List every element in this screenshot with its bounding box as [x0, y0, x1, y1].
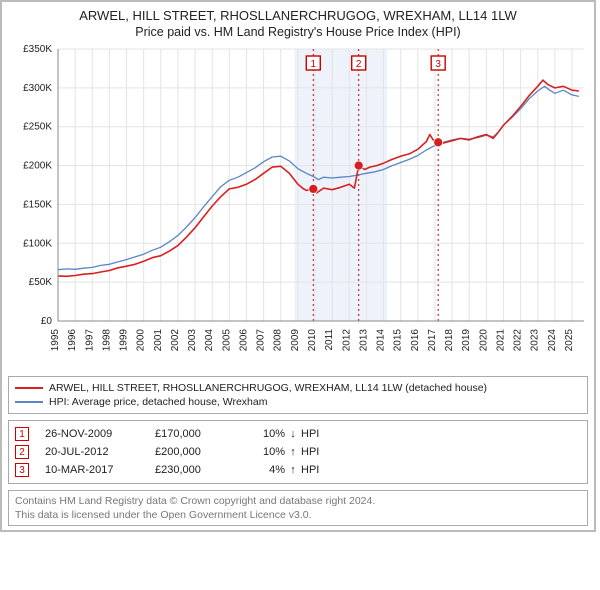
- svg-text:£300K: £300K: [23, 83, 52, 94]
- legend-item: HPI: Average price, detached house, Wrex…: [15, 395, 581, 409]
- svg-text:2004: 2004: [204, 329, 215, 352]
- transaction-pct: 4%: [245, 464, 285, 476]
- svg-text:2006: 2006: [238, 329, 249, 352]
- svg-text:2007: 2007: [256, 329, 267, 352]
- transaction-hpi-tag: HPI: [301, 428, 319, 440]
- svg-text:2: 2: [356, 59, 362, 70]
- svg-text:£350K: £350K: [23, 45, 52, 55]
- svg-text:£150K: £150K: [23, 199, 52, 210]
- svg-text:1997: 1997: [84, 329, 95, 352]
- transactions-box: 126-NOV-2009£170,00010%↓HPI220-JUL-2012£…: [8, 420, 588, 484]
- svg-text:2003: 2003: [187, 329, 198, 352]
- legend-label: HPI: Average price, detached house, Wrex…: [49, 396, 268, 408]
- svg-text:2016: 2016: [410, 329, 421, 352]
- legend-box: ARWEL, HILL STREET, RHOSLLANERCHRUGOG, W…: [8, 376, 588, 414]
- svg-text:2021: 2021: [495, 329, 506, 352]
- transaction-marker: 1: [15, 427, 29, 441]
- svg-text:£0: £0: [41, 316, 53, 327]
- svg-text:3: 3: [435, 59, 441, 70]
- legend-label: ARWEL, HILL STREET, RHOSLLANERCHRUGOG, W…: [49, 382, 487, 394]
- svg-text:£100K: £100K: [23, 238, 52, 249]
- transaction-price: £170,000: [155, 428, 245, 440]
- svg-text:2001: 2001: [153, 329, 164, 352]
- svg-text:2022: 2022: [513, 329, 524, 352]
- svg-text:£250K: £250K: [23, 122, 52, 133]
- transaction-date: 10-MAR-2017: [45, 464, 155, 476]
- svg-text:£50K: £50K: [29, 277, 53, 288]
- svg-text:2010: 2010: [307, 329, 318, 352]
- arrow-down-icon: ↓: [285, 428, 301, 440]
- arrow-up-icon: ↑: [285, 464, 301, 476]
- transaction-pct: 10%: [245, 446, 285, 458]
- transaction-hpi-tag: HPI: [301, 464, 319, 476]
- svg-text:2002: 2002: [170, 329, 181, 352]
- svg-text:2024: 2024: [547, 329, 558, 352]
- transaction-pct: 10%: [245, 428, 285, 440]
- transaction-row: 2 20-JUL-2012£200,00010%↑HPI: [15, 443, 581, 461]
- svg-text:2025: 2025: [564, 329, 575, 352]
- svg-text:1998: 1998: [101, 329, 112, 352]
- svg-text:2019: 2019: [461, 329, 472, 352]
- svg-text:2017: 2017: [427, 329, 438, 352]
- arrow-up-icon: ↑: [285, 446, 301, 458]
- svg-text:2005: 2005: [221, 329, 232, 352]
- legend-swatch: [15, 387, 43, 389]
- svg-text:2020: 2020: [478, 329, 489, 352]
- svg-text:£200K: £200K: [23, 161, 52, 172]
- svg-text:2023: 2023: [530, 329, 541, 352]
- svg-text:1995: 1995: [50, 329, 61, 352]
- svg-text:1999: 1999: [119, 329, 130, 352]
- attribution-box: Contains HM Land Registry data © Crown c…: [8, 490, 588, 526]
- transaction-row: 1 26-NOV-2009£170,00010%↓HPI: [15, 425, 581, 443]
- title-address: ARWEL, HILL STREET, RHOSLLANERCHRUGOG, W…: [8, 8, 588, 23]
- attribution-line-1: Contains HM Land Registry data © Crown c…: [15, 494, 581, 508]
- svg-text:2013: 2013: [358, 329, 369, 352]
- svg-text:2015: 2015: [393, 329, 404, 352]
- legend-swatch: [15, 401, 43, 403]
- chart-container: ARWEL, HILL STREET, RHOSLLANERCHRUGOG, W…: [0, 0, 596, 532]
- svg-text:2014: 2014: [376, 329, 387, 352]
- transaction-row: 3 10-MAR-2017£230,0004%↑HPI: [15, 461, 581, 479]
- transaction-marker: 2: [15, 445, 29, 459]
- svg-text:2012: 2012: [341, 329, 352, 352]
- transaction-price: £200,000: [155, 446, 245, 458]
- transaction-date: 20-JUL-2012: [45, 446, 155, 458]
- svg-text:2000: 2000: [136, 329, 147, 352]
- title-subtitle: Price paid vs. HM Land Registry's House …: [8, 25, 588, 39]
- svg-text:1996: 1996: [67, 329, 78, 352]
- svg-text:2018: 2018: [444, 329, 455, 352]
- legend-item: ARWEL, HILL STREET, RHOSLLANERCHRUGOG, W…: [15, 381, 581, 395]
- svg-text:2011: 2011: [324, 329, 335, 351]
- svg-text:2009: 2009: [290, 329, 301, 352]
- svg-text:2008: 2008: [273, 329, 284, 352]
- transaction-price: £230,000: [155, 464, 245, 476]
- transaction-marker: 3: [15, 463, 29, 477]
- transaction-date: 26-NOV-2009: [45, 428, 155, 440]
- attribution-line-2: This data is licensed under the Open Gov…: [15, 508, 581, 522]
- price-chart: £0 £50K £100K £150K £200K £250K £300K £350K 1995…: [8, 45, 588, 365]
- transaction-hpi-tag: HPI: [301, 446, 319, 458]
- svg-text:1: 1: [311, 59, 317, 70]
